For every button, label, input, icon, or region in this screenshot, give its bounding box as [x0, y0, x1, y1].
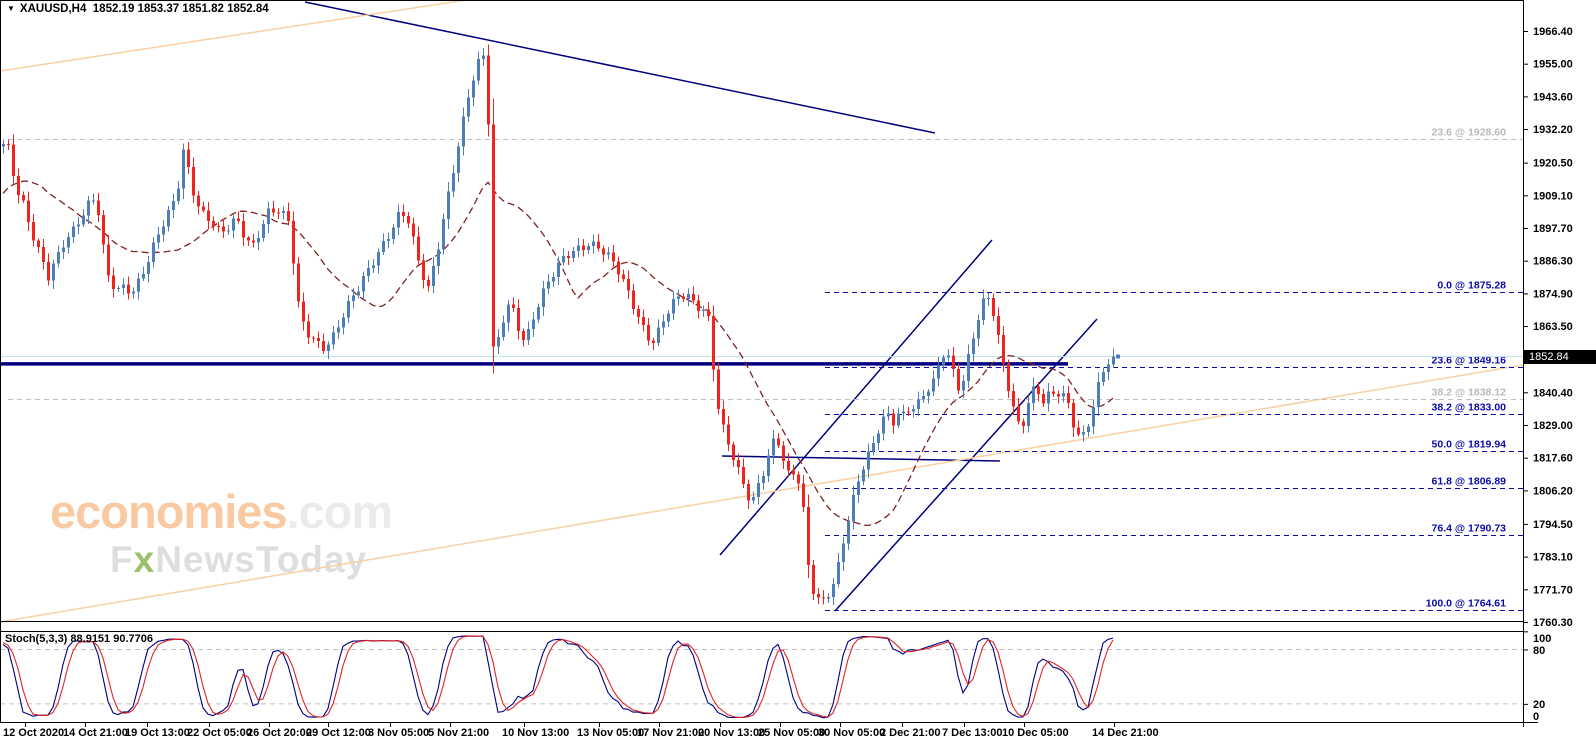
watermark-tld: .com: [286, 485, 394, 538]
price-tick-label: 1955.00: [1533, 59, 1573, 71]
fib-label: 38.2 @ 1833.00: [1432, 402, 1507, 414]
stoch-tick-label: 100: [1533, 633, 1551, 645]
price-tick-label: 1886.30: [1533, 256, 1573, 268]
time-tick-label: 19 Oct 13:00: [125, 727, 190, 739]
price-tick-label: 1897.70: [1533, 223, 1573, 235]
watermark-brand-line: economies.com: [50, 485, 394, 538]
stochastic-indicator: [0, 635, 1523, 719]
price-tick-label: 1943.60: [1533, 91, 1573, 103]
price-tick-label: 1783.10: [1533, 552, 1573, 564]
fib-label: 100.0 @ 1764.61: [1426, 598, 1506, 610]
time-tick-label: 17 Nov 21:00: [637, 727, 704, 739]
time-tick-label: 3 Nov 05:00: [368, 727, 429, 739]
up-bodies: [2, 55, 1115, 599]
time-tick-label: 25 Nov 05:00: [758, 727, 825, 739]
current-price-tag: 1852.84: [1524, 350, 1596, 364]
fib-label: 23.6 @ 1849.16: [1432, 355, 1507, 367]
time-tick-label: 12 Oct 2020: [3, 727, 64, 739]
ohlc-readout: 1852.19 1853.37 1851.82 1852.84: [92, 3, 269, 15]
candlestick-series[interactable]: [2, 44, 1120, 606]
fib-label: 23.6 @ 1928.60: [1432, 127, 1507, 139]
trendlines[interactable]: [0, 0, 1524, 623]
time-tick-label: 20 Nov 13:00: [698, 727, 765, 739]
symbol-dropdown-icon[interactable]: ▼: [7, 4, 15, 13]
time-tick-label: 2 Dec 21:00: [880, 727, 941, 739]
fib-label: 0.0 @ 1875.28: [1437, 280, 1506, 292]
price-tick-label: 1760.30: [1533, 617, 1573, 629]
price-tick-label: 1771.70: [1533, 584, 1573, 596]
time-tick-label: 10 Nov 13:00: [502, 727, 569, 739]
time-tick-label: 26 Oct 20:00: [247, 727, 312, 739]
stoch-tick-label: 80: [1533, 645, 1545, 657]
price-tick-label: 1817.60: [1533, 453, 1573, 465]
watermark-sub-line: FxNewsToday: [110, 539, 368, 580]
horizontal-lines[interactable]: [0, 356, 1523, 366]
fib-label: 38.2 @ 1838.12: [1432, 387, 1507, 399]
time-tick-label: 30 Nov 05:00: [818, 727, 885, 739]
time-tick-label: 14 Dec 21:00: [1092, 727, 1159, 739]
up-wicks: [3, 48, 1114, 606]
time-tick-label: 13 Nov 05:00: [577, 727, 644, 739]
fibonacci-levels[interactable]: 23.6 @ 1928.60 38.2 @ 1838.12 0.0 @ 1875.2…: [8, 127, 1523, 611]
fib-label: 50.0 @ 1819.94: [1432, 439, 1507, 451]
price-tick-label: 1794.50: [1533, 519, 1573, 531]
down-wicks: [8, 44, 1079, 605]
price-tick-label: 1932.20: [1533, 124, 1573, 136]
time-tick-label: 29 Oct 12:00: [306, 727, 371, 739]
price-tick-label: 1874.90: [1533, 288, 1573, 300]
price-tick-label: 1806.20: [1533, 485, 1573, 497]
price-tick-label: 1829.00: [1533, 420, 1573, 432]
moving-average-line: [2, 180, 1114, 527]
price-tick-label: 1909.10: [1533, 190, 1573, 202]
price-tick-label: 1920.50: [1533, 158, 1573, 170]
time-tick-label: 14 Oct 21:00: [63, 727, 128, 739]
stoch-tick-label: 20: [1533, 699, 1545, 711]
time-tick-label: 22 Oct 05:00: [187, 727, 252, 739]
watermark-brand: economies: [50, 485, 288, 538]
stochastic-indicator-label: Stoch(5,3,3) 88.9151 90.7706: [5, 633, 153, 645]
time-tick-label: 5 Nov 21:00: [428, 727, 489, 739]
fib-label: 76.4 @ 1790.73: [1432, 523, 1507, 535]
chart-title: ▼ XAUUSD,H4 1852.19 1853.37 1851.82 1852.…: [7, 3, 269, 15]
price-tick-label: 1966.40: [1533, 26, 1573, 38]
price-tick-label: 1863.50: [1533, 321, 1573, 333]
stoch-main-line: [2, 635, 1114, 719]
panel-frame: [0, 0, 1538, 727]
stoch-tick-label: 0: [1533, 711, 1539, 723]
price-axis[interactable]: 1966.40 1955.00 1943.60 1932.20 1920.50 1909.…: [1523, 26, 1573, 723]
time-tick-label: 10 Dec 05:00: [1002, 727, 1069, 739]
watermark-accent-x: x: [133, 539, 156, 580]
last-price-marker: [1116, 354, 1120, 359]
stoch-signal-line: [2, 635, 1114, 718]
time-tick-label: 7 Dec 13:00: [942, 727, 1003, 739]
watermark: economies.com FxNewsToday: [50, 485, 394, 580]
price-tick-label: 1840.40: [1533, 387, 1573, 399]
fib-label: 61.8 @ 1806.89: [1432, 476, 1507, 488]
symbol-timeframe: XAUUSD,H4: [19, 3, 87, 15]
